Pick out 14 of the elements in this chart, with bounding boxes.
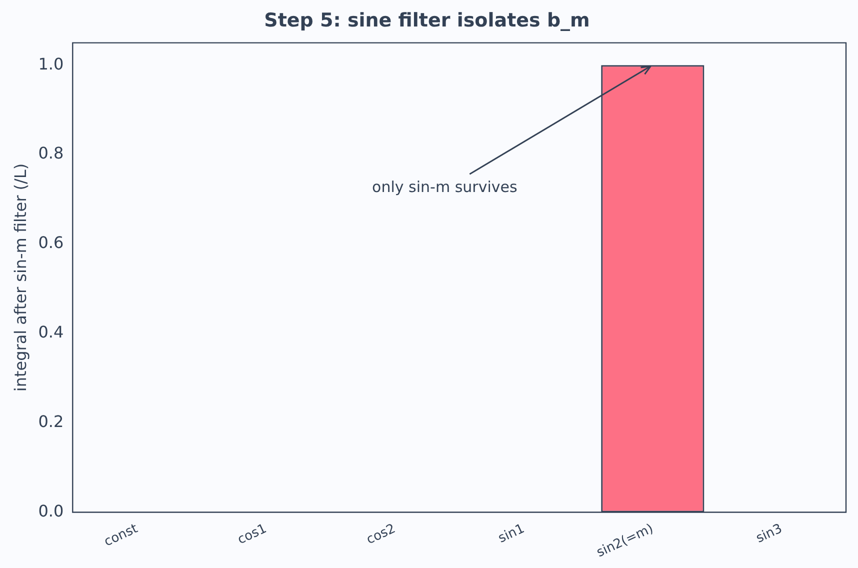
y-tick-label: 0.0	[38, 501, 64, 520]
x-tick-label: const	[102, 521, 140, 550]
y-tick-label: 0.4	[38, 322, 64, 342]
y-axis-title: integral after sin-m filter (/L)	[10, 163, 30, 392]
chart-title: Step 5: sine filter isolates b_m	[264, 9, 590, 32]
x-tick-label: sin3	[754, 521, 785, 546]
x-tick-label: cos2	[364, 521, 398, 548]
y-tick-label: 0.6	[38, 233, 64, 252]
x-tick-label: sin1	[496, 521, 527, 546]
y-tick-label: 0.8	[38, 144, 64, 163]
y-tick-label: 0.2	[38, 412, 64, 431]
y-tick-label: 1.0	[38, 54, 64, 74]
x-tick-label: cos1	[235, 521, 270, 548]
annotation: only sin-m survives	[372, 178, 518, 196]
